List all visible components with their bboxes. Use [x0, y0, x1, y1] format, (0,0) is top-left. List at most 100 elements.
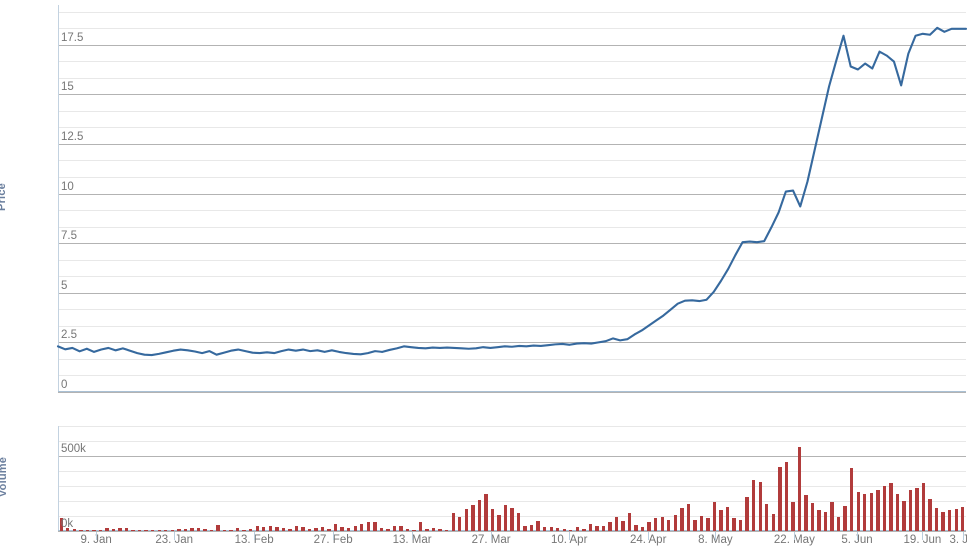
volume-bar	[314, 528, 318, 531]
volume-bar	[79, 529, 83, 531]
volume-bar	[294, 525, 299, 531]
gridline-major	[58, 293, 966, 294]
volume-bar	[137, 530, 142, 531]
volume-bar	[667, 519, 671, 531]
volume-bar	[804, 495, 808, 531]
volume-bar	[961, 507, 965, 531]
x-tick-label: 22. May	[773, 534, 815, 546]
volume-bar	[118, 528, 122, 531]
volume-bar	[216, 525, 220, 531]
volume-bar	[471, 505, 475, 531]
volume-bar	[111, 528, 116, 531]
volume-bar	[222, 529, 227, 531]
volume-bar	[915, 488, 919, 531]
x-tick-label: 10. Apr	[550, 534, 588, 546]
volume-bar	[654, 517, 658, 531]
gridline-minor	[58, 375, 966, 376]
gridline-minor	[58, 177, 966, 178]
gridline-minor	[58, 471, 966, 472]
volume-bar	[954, 508, 958, 531]
x-tick-mark	[254, 532, 255, 540]
volume-bar	[229, 530, 233, 531]
volume-bar	[830, 501, 834, 531]
volume-bar	[712, 502, 717, 531]
gridline-minor	[58, 501, 966, 502]
gridline-minor	[58, 227, 966, 228]
volume-bar	[549, 526, 553, 531]
x-tick-label: 9. Jan	[80, 534, 112, 546]
volume-bar	[647, 522, 651, 531]
price-y-tick-2.5: 2.5	[61, 329, 77, 342]
volume-bar	[699, 516, 704, 531]
volume-bar	[791, 501, 795, 531]
volume-bar	[719, 510, 723, 531]
gridline-minor	[58, 309, 966, 310]
volume-bar	[177, 529, 181, 531]
volume-bar	[85, 529, 90, 531]
volume-bar	[693, 519, 697, 531]
volume-bar	[72, 528, 77, 531]
volume-bar	[386, 529, 390, 531]
x-tick-mark	[412, 532, 413, 540]
gridline-minor	[58, 111, 966, 112]
volume-bar	[190, 528, 194, 531]
volume-bar	[758, 482, 762, 531]
volume-bar	[582, 528, 586, 531]
gridline-minor	[58, 326, 966, 327]
volume-bar	[203, 528, 207, 531]
x-tick-mark	[96, 532, 97, 540]
volume-bar	[732, 517, 736, 531]
volume-bar	[810, 503, 815, 531]
price-x-axis-line	[58, 391, 966, 392]
volume-bar	[288, 529, 292, 531]
volume-bar	[706, 518, 710, 531]
volume-bar	[660, 516, 664, 531]
volume-bar	[941, 511, 945, 531]
gridline-minor	[58, 127, 966, 128]
volume-bar	[242, 529, 246, 531]
x-tick-mark	[174, 532, 175, 540]
volume-bar	[569, 529, 573, 531]
volume-bar	[608, 522, 612, 531]
volume-bar	[738, 519, 743, 531]
volume-bar	[92, 530, 96, 531]
volume-bar	[327, 528, 331, 531]
x-tick-label: 27. Feb	[313, 534, 353, 546]
volume-bar	[745, 497, 749, 531]
x-tick-mark	[648, 532, 649, 540]
volume-bar	[151, 530, 155, 531]
price-axis-title: Price	[0, 182, 8, 211]
volume-bar	[843, 505, 847, 531]
volume-bar	[725, 507, 730, 531]
gridline-minor	[58, 210, 966, 211]
volume-bar	[412, 529, 416, 531]
volume-bar	[209, 529, 214, 531]
price-y-tick-15: 15	[61, 81, 74, 94]
volume-bar	[588, 523, 593, 531]
volume-bar	[353, 525, 357, 531]
volume-bar	[921, 483, 926, 531]
x-tick-label: 8. May	[698, 534, 733, 546]
volume-bar	[863, 494, 867, 531]
volume-bar	[947, 509, 952, 531]
volume-bar	[444, 529, 449, 531]
price-y-axis-line	[58, 5, 59, 392]
gridline-minor	[58, 160, 966, 161]
volume-bar	[928, 498, 932, 531]
volume-axis-title: Volume	[0, 456, 10, 497]
x-tick-label: 3. Jul	[949, 534, 967, 546]
gridline-major	[58, 194, 966, 195]
volume-bar	[170, 530, 174, 531]
price-y-tick-5: 5	[61, 279, 68, 292]
volume-bar	[262, 526, 266, 531]
volume-bar	[301, 526, 305, 531]
volume-bar	[882, 486, 887, 531]
volume-bar	[164, 530, 168, 531]
x-tick-label: 24. Apr	[629, 534, 667, 546]
x-tick-mark	[963, 532, 964, 540]
volume-bar	[876, 489, 880, 531]
volume-bar	[836, 516, 841, 531]
volume-bar	[523, 525, 527, 531]
volume-bar	[490, 508, 495, 531]
gridline-minor	[58, 78, 966, 79]
